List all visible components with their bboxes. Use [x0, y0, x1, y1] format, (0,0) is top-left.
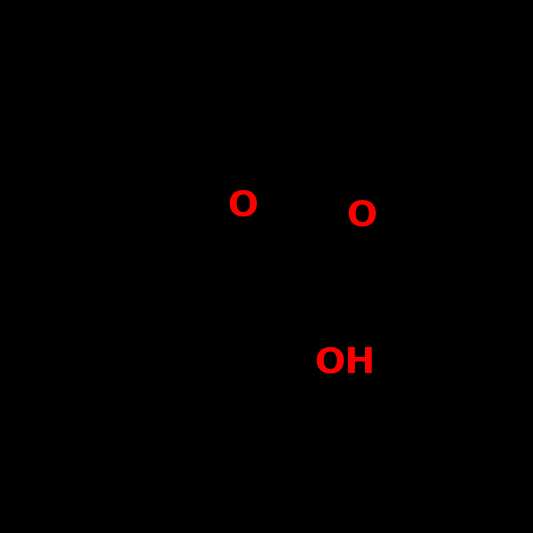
Text: OH: OH	[314, 345, 376, 379]
Text: O: O	[346, 199, 377, 233]
Text: O: O	[227, 188, 258, 222]
